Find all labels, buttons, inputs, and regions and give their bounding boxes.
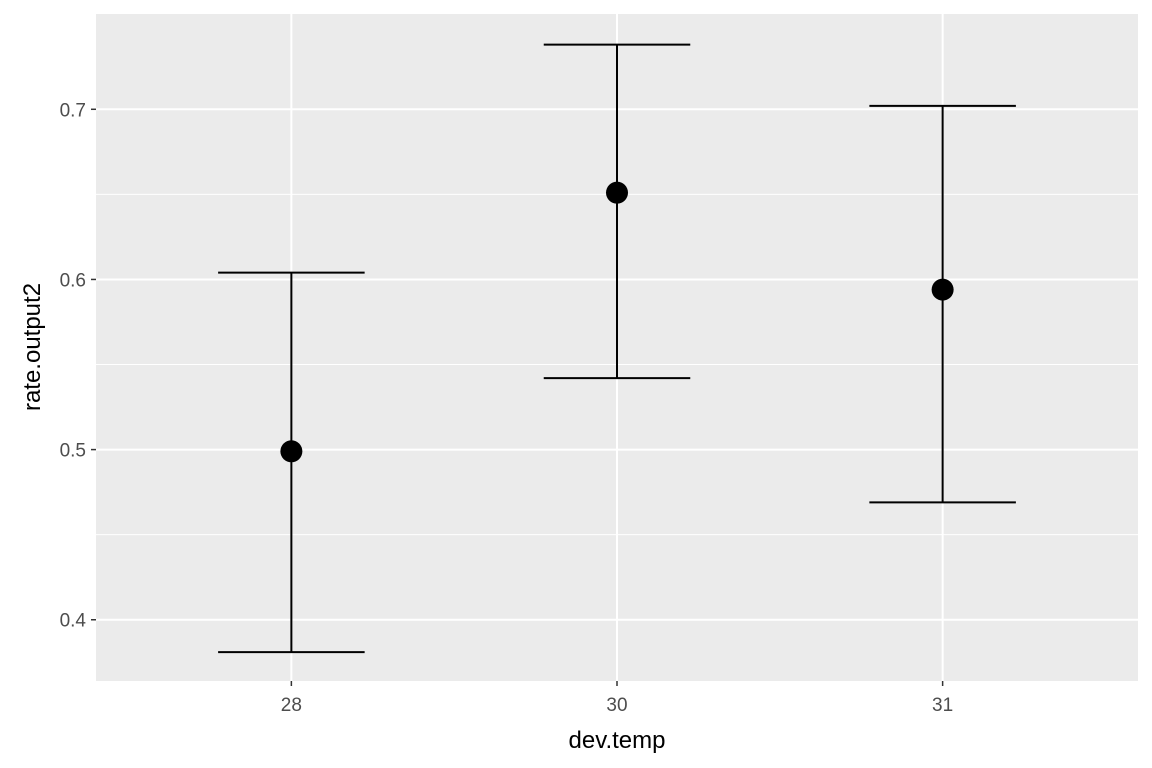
y-axis-ticks: 0.4 0.5 0.6 0.7 [60, 100, 96, 632]
errorbar-group [869, 104, 1016, 504]
data-point [606, 181, 628, 204]
data-point [280, 440, 303, 463]
x-tick-label: 31 [932, 695, 953, 716]
y-axis-title: rate.output2 [19, 283, 46, 411]
x-axis-ticks: 28 30 31 [281, 681, 953, 716]
y-tick-label: 0.5 [60, 441, 86, 462]
errorbar-group [218, 271, 365, 654]
data-point [931, 278, 954, 301]
y-tick-label: 0.4 [60, 611, 87, 632]
errorbar-group [543, 43, 691, 380]
y-tick-label: 0.7 [60, 100, 86, 121]
x-axis-title: dev.temp [569, 727, 666, 754]
x-tick-label: 28 [281, 695, 302, 716]
data-marks [218, 43, 1016, 654]
x-tick-label: 30 [606, 695, 627, 716]
y-tick-label: 0.6 [60, 270, 86, 291]
